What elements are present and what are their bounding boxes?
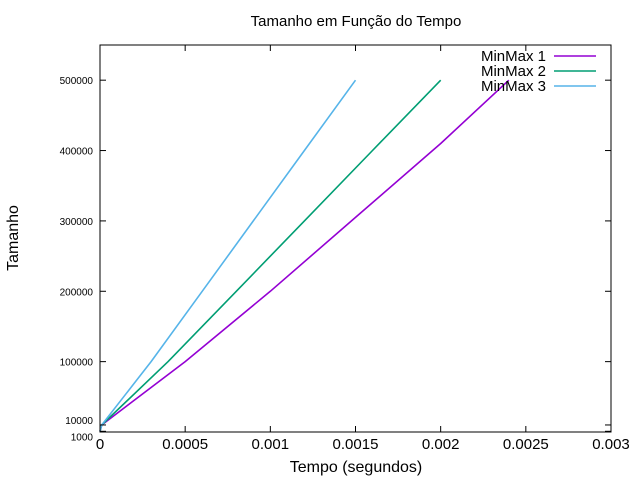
series-line-1 [99, 79, 510, 432]
x-tick-label: 0.003 [592, 436, 630, 453]
y-tick-label: 10000 [65, 416, 93, 427]
x-tick-label: 0.002 [422, 436, 460, 453]
y-tick-label: 300000 [60, 217, 94, 228]
plot-frame [99, 44, 612, 433]
y-tick-label: 1000 [71, 432, 94, 443]
series-line-2 [99, 79, 442, 432]
y-tick-label: 200000 [60, 287, 94, 298]
x-tick-label: 0 [96, 436, 104, 453]
x-axis-label: Tempo (segundos) [290, 459, 423, 476]
x-tick-label: 0.0015 [333, 436, 379, 453]
series-layer [99, 79, 510, 432]
y-axis-label: Tamanho [5, 205, 22, 271]
x-axis: 0 0.0005 0.001 0.0015 0.002 0.0025 0.003 [96, 45, 630, 453]
legend-label-2: MinMax 2 [481, 63, 546, 80]
y-tick-label: 500000 [60, 76, 94, 87]
series-line-3 [99, 79, 357, 432]
y-axis: 1000 10000 100000 200000 300000 400000 500000 [60, 76, 611, 443]
y-tick-label: 100000 [60, 358, 94, 369]
x-tick-label: 0.0005 [162, 436, 208, 453]
legend-label-3: MinMax 3 [481, 78, 546, 95]
x-tick-label: 0.001 [252, 436, 290, 453]
x-tick-label: 0.0025 [503, 436, 549, 453]
plot-area [99, 44, 612, 433]
y-tick-label: 400000 [60, 147, 94, 158]
chart-title: Tamanho em Função do Tempo [251, 13, 462, 30]
legend-label-1: MinMax 1 [481, 48, 546, 65]
